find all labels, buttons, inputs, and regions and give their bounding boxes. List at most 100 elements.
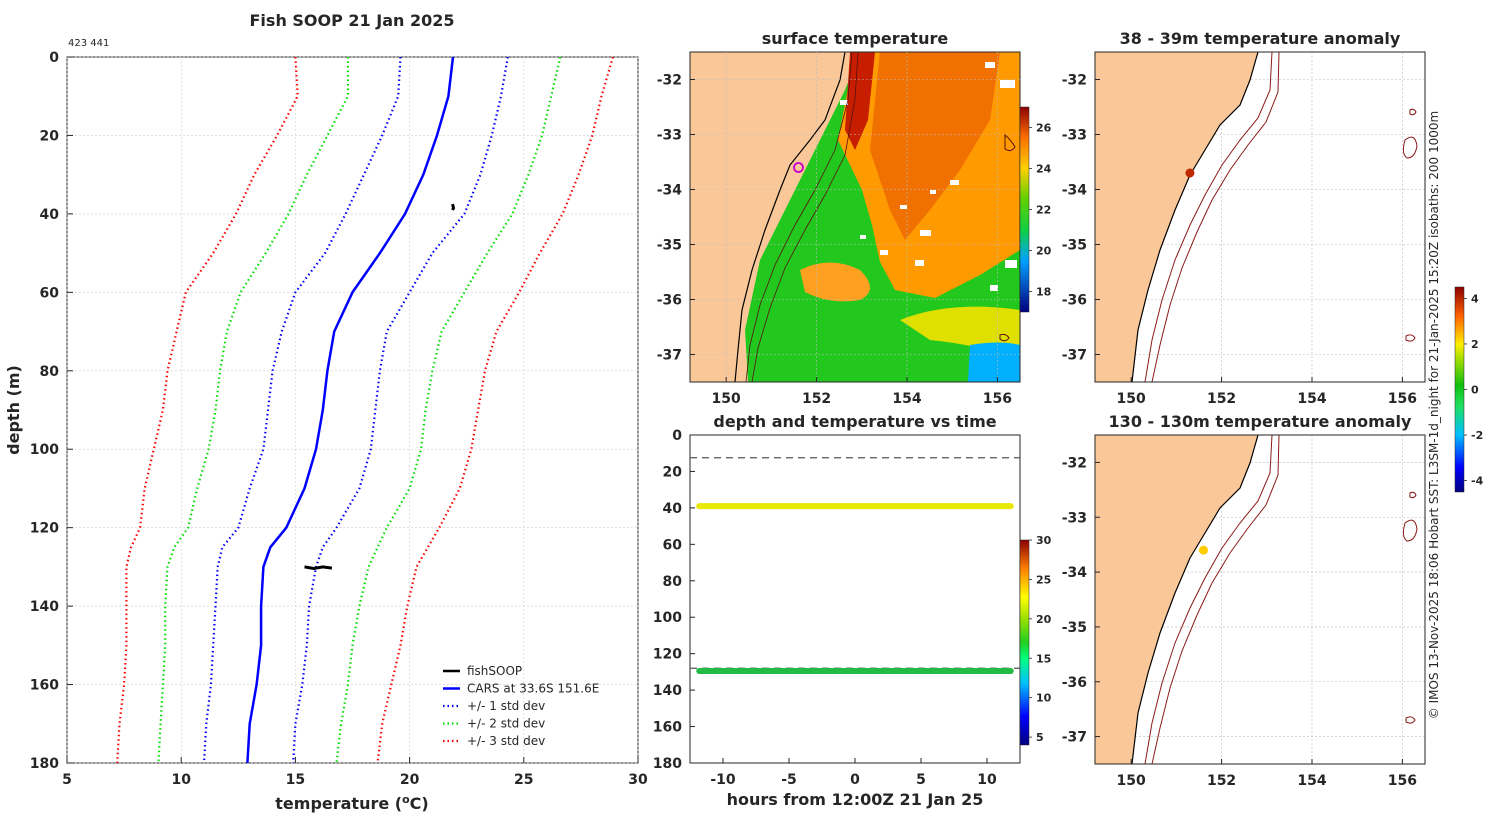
profile-tick-label-y: 0 <box>49 50 59 66</box>
anom130-ticks: 150 152 154 156 -32 -33 -34 -35 -36 -37 <box>1062 455 1417 789</box>
profile-series--1-std-dev <box>202 57 402 763</box>
profile-tick-label-y: 160 <box>30 678 59 694</box>
credit-text: © IMOS 13-Nov-2025 18:06 Hobart SST: L3S… <box>1427 111 1441 719</box>
anom_130m-tick-label-y: -34 <box>1062 565 1088 581</box>
anom_38m-tick-label-x: 156 <box>1388 391 1417 407</box>
sst-position-marker <box>793 162 804 173</box>
sst-map-grid <box>690 52 1020 382</box>
profile-series--3-std-dev <box>376 57 614 763</box>
anom38-land <box>1095 52 1258 382</box>
anom38-ticks: 150 152 154 156 -32 -33 -34 -35 -36 -37 <box>1062 73 1417 408</box>
profile-tick-label-x: 10 <box>171 772 191 788</box>
anom38-data-point <box>1185 168 1195 178</box>
profile-tick-label-y: 80 <box>40 364 60 380</box>
anom_38m-tick-label-y: -33 <box>1062 128 1087 144</box>
anom38-map-area <box>1095 52 1418 382</box>
anom_38m-tick-label-x: 154 <box>1297 391 1326 407</box>
anom130-coastline <box>1131 435 1259 764</box>
depth-time-panel: depth and temperature vs time -10 -5 0 5 100… <box>653 412 1052 809</box>
depth-time-tick-label-y: 40 <box>663 501 683 517</box>
profile-xlabel: temperature (oC) <box>275 793 428 814</box>
anom38-seamount-2 <box>1409 108 1417 116</box>
sst-seamount-2 <box>999 333 1010 342</box>
profile-axes-box <box>66 56 639 764</box>
profile-series--2-std-dev <box>335 57 562 763</box>
sst_map-tick-label-y: -34 <box>657 183 683 199</box>
anom_38m-tick-label-x: 150 <box>1117 391 1146 407</box>
anom130-map-area <box>1095 435 1418 764</box>
profile-tick-label-y: 100 <box>30 442 59 458</box>
depth-time-series <box>690 457 1020 674</box>
depth-time-tick-label-x: -5 <box>781 772 797 788</box>
sst_map-tick-label-y: -37 <box>657 348 682 364</box>
profile-tick-label-y: 40 <box>40 207 60 223</box>
profile-legend-label: fishSOOP <box>467 664 522 678</box>
depth-time-colorbar <box>1019 539 1030 746</box>
profile-tick-label-x: 5 <box>62 772 72 788</box>
sst_map-tick-label-x: 156 <box>983 391 1012 407</box>
anom38-panel: 38 - 39m temperature anomaly 150 152 154 15… <box>1062 29 1426 408</box>
anom130-data-point <box>1198 545 1208 555</box>
anom38-seamount-1 <box>1402 136 1418 159</box>
sst_map-tick-label-y: -35 <box>657 238 682 254</box>
profile-legend-label: +/- 3 std dev <box>467 734 545 748</box>
anom130-title: 130 - 130m temperature anomaly <box>1109 412 1412 431</box>
sst-colorbar-tick-label: 18 <box>1036 286 1051 299</box>
profile-id-text: 423 441 <box>68 38 109 49</box>
profile-legend-label: CARS at 33.6S 151.6E <box>467 682 599 696</box>
anomaly-colorbar-tick-label: -2 <box>1471 429 1483 442</box>
profile-tick-label-y: 20 <box>40 128 60 144</box>
depth-time-tick-label-y: 160 <box>653 720 682 736</box>
profile-legend: fishSOOP CARS at 33.6S 151.6E +/- 1 std de… <box>443 664 599 748</box>
anom38-title: 38 - 39m temperature anomaly <box>1120 29 1401 48</box>
depth-time-tick-label-y: 60 <box>663 537 683 553</box>
anom130-panel: 130 - 130m temperature anomaly 150 152 154… <box>1062 286 1484 789</box>
profile-series <box>116 57 614 763</box>
anom38-seamount-3 <box>1405 334 1416 342</box>
sst-map-area <box>690 52 1020 382</box>
anom38-isobath-200 <box>1144 52 1273 382</box>
profile-legend-label: +/- 1 std dev <box>467 699 545 713</box>
sst-warm-core <box>870 52 1000 240</box>
depth-time-colorbar-tick-label: 10 <box>1036 692 1052 705</box>
anom_130m-tick-label-x: 150 <box>1117 773 1146 789</box>
anom_130m-tick-label-y: -35 <box>1062 620 1087 636</box>
anomaly-colorbar-ticks: -4 -2 0 2 4 <box>1464 292 1484 488</box>
depth-time-tick-label-y: 80 <box>663 574 683 590</box>
sst-isobath-200 <box>745 52 853 382</box>
depth-time-colorbar-tick-label: 15 <box>1036 652 1051 665</box>
anom130-seamount-2 <box>1409 491 1417 499</box>
profile-grid <box>66 56 639 764</box>
anom_130m-tick-label-y: -32 <box>1062 455 1087 471</box>
sst-cloud-mask <box>840 62 1017 291</box>
figure-title: Fish SOOP 21 Jan 2025 <box>250 11 455 30</box>
profile-ylabel: depth (m) <box>4 365 23 455</box>
profile-xlabel-main: temperature ( <box>275 794 402 813</box>
sst-colorbar-tick-label: 24 <box>1036 163 1052 176</box>
sst-colorbar <box>1019 106 1030 313</box>
depth-time-colorbar-tick-label: 25 <box>1036 573 1051 586</box>
sst_map-tick-label-x: 150 <box>712 391 741 407</box>
profile-series-cars-at-33-6s-151-6e <box>246 57 455 763</box>
sst-isobath-1000 <box>751 52 859 382</box>
anomaly-colorbar-tick-label: 2 <box>1471 338 1479 351</box>
sst-hot-core <box>845 52 875 150</box>
anom130-seamount-1 <box>1402 519 1418 542</box>
depth-time-colorbar-tick-label: 30 <box>1036 534 1052 547</box>
profile-xlabel-end: C) <box>410 794 429 813</box>
sst-coastline <box>734 52 846 382</box>
depth-time-tick-label-y: 100 <box>653 610 682 626</box>
profile-tick-label-x: 30 <box>628 772 648 788</box>
anom_130m-tick-label-y: -33 <box>1062 510 1087 526</box>
anom_38m-tick-label-y: -36 <box>1062 293 1087 309</box>
anom_38m-tick-label-y: -37 <box>1062 348 1087 364</box>
anom_130m-tick-label-y: -36 <box>1062 675 1087 691</box>
sst-colorbar-tick-label: 20 <box>1036 245 1052 258</box>
profile-panel: Fish SOOP 21 Jan 2025 423 441 5 10 15 20 25 3… <box>4 11 648 813</box>
anom130-land <box>1095 435 1258 764</box>
profile-tick-label-y: 60 <box>40 285 60 301</box>
anom38-frame <box>1094 51 1426 383</box>
depth-time-tick-label-y: 0 <box>672 428 682 444</box>
